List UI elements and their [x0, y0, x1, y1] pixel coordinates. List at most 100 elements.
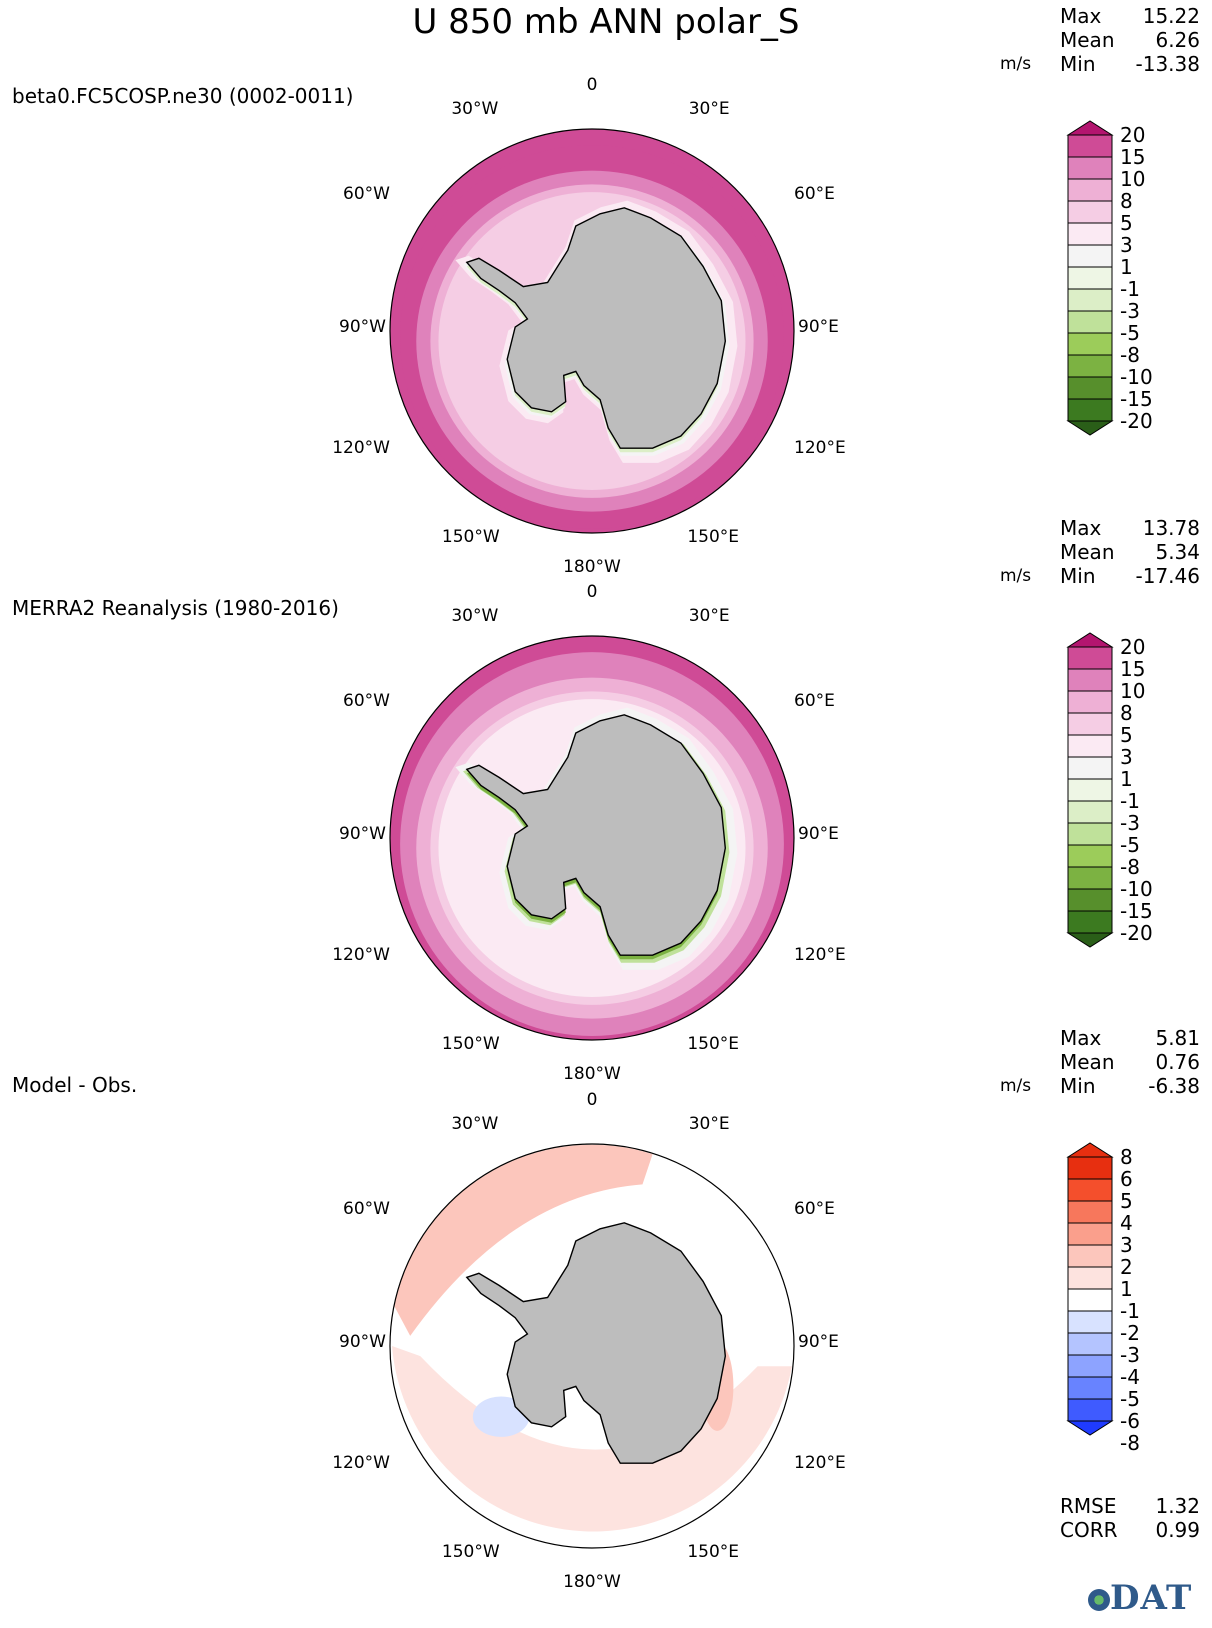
colorbar-2-swatch	[1067, 1332, 1113, 1356]
colorbar-2-tick-label: 1	[1120, 1277, 1133, 1301]
panel-model-min: -13.38	[1135, 52, 1200, 76]
colorbar-1-swatch	[1067, 690, 1113, 714]
colorbar-0-swatch	[1067, 354, 1113, 378]
map-0-lon-label-r30: 30°E	[688, 98, 730, 119]
colorbar-2-tick-label: 6	[1120, 1167, 1133, 1191]
colorbar-1-tick-label: -1	[1120, 789, 1140, 813]
map-2-lon-label-l30: 30°W	[451, 1113, 499, 1134]
rmse-label: RMSE	[1060, 1494, 1117, 1518]
colorbar-1-tick-label: -15	[1120, 899, 1153, 923]
colorbar-1-tick-label: 8	[1120, 701, 1133, 725]
map-2-pos-band-south	[392, 1346, 792, 1532]
colorbar-2-tick-label: -5	[1120, 1387, 1140, 1411]
colorbar-0-tick-label: -5	[1120, 321, 1140, 345]
colorbar-1-swatch	[1067, 888, 1113, 912]
map-1-lon-label-r30: 30°E	[688, 605, 730, 626]
colorbar-1-tick-label: -20	[1120, 921, 1153, 945]
colorbar-0-swatch	[1067, 288, 1113, 312]
map-2-lon-label-bottom: 180°W	[563, 1572, 621, 1593]
colorbar-2-arrow-top	[1066, 1142, 1114, 1158]
colorbar-2-swatch	[1067, 1266, 1113, 1290]
colorbar-0-tick-label: -1	[1120, 277, 1140, 301]
colorbar-1-tick-label: 5	[1120, 723, 1133, 747]
colorbar-2-tick-label: -8	[1120, 1431, 1140, 1455]
colorbar-2-tick-label: -4	[1120, 1365, 1140, 1389]
colorbar-1-arrow-top	[1066, 632, 1114, 648]
colorbar-2-tick-label: 5	[1120, 1189, 1133, 1213]
map-2-lon-label-l90: 90°W	[339, 1331, 386, 1352]
page-title: U 850 mb ANN polar_S	[412, 2, 800, 42]
colorbar-1-tick-label: 1	[1120, 767, 1133, 791]
colorbar-0-swatch	[1067, 376, 1113, 400]
colorbar-2-swatch	[1067, 1178, 1113, 1202]
panel-model-mean-label: Mean	[1060, 28, 1115, 52]
colorbar-2-arrow-bottom	[1066, 1420, 1114, 1436]
colorbar-1-tick-label: 10	[1120, 679, 1146, 703]
colorbar-2-tick-label: -3	[1120, 1343, 1140, 1367]
colorbar-0-tick-label: -15	[1120, 387, 1153, 411]
colorbar-2-swatch	[1067, 1398, 1113, 1422]
colorbar-2	[1066, 1142, 1114, 1436]
colorbar-2-swatch	[1067, 1288, 1113, 1312]
colorbar-2-swatch	[1067, 1200, 1113, 1224]
colorbar-0-swatch	[1067, 134, 1113, 158]
map-1-lon-label-l60: 60°W	[343, 690, 390, 711]
map-1-lon-label-l90: 90°W	[339, 823, 386, 844]
map-2-lon-label-r150: 150°E	[687, 1542, 740, 1563]
corr-value: 0.99	[1155, 1518, 1200, 1542]
colorbar-0-tick-label: -20	[1120, 409, 1153, 433]
panel-model-min-label: Min	[1060, 52, 1096, 76]
colorbar-0-swatch	[1067, 332, 1113, 356]
map-2-lon-label-r60: 60°E	[794, 1198, 835, 1219]
colorbar-0	[1066, 120, 1114, 436]
colorbar-1-swatch	[1067, 778, 1113, 802]
colorbar-1-swatch	[1067, 822, 1113, 846]
colorbar-1	[1066, 632, 1114, 948]
colorbar-0-tick-label: 10	[1120, 167, 1146, 191]
map-0-lon-label-r90: 90°E	[798, 316, 839, 337]
panel-obs-min-label: Min	[1060, 564, 1096, 588]
map-2-antarctica	[465, 1222, 727, 1464]
colorbar-1-tick-label: 15	[1120, 657, 1146, 681]
colorbar-0-arrow-top	[1066, 120, 1114, 136]
colorbar-0-tick-label: -3	[1120, 299, 1140, 323]
colorbar-2-tick-label: 4	[1120, 1211, 1133, 1235]
panel-obs-title: MERRA2 Reanalysis (1980-2016)	[12, 596, 339, 620]
corr-label: CORR	[1060, 1518, 1118, 1542]
panel-diff-max: 5.81	[1155, 1026, 1200, 1050]
colorbar-1-tick-label: 20	[1120, 635, 1146, 659]
panel-diff-units: m/s	[1000, 1076, 1032, 1096]
colorbar-2-tick-label: -2	[1120, 1321, 1140, 1345]
map-0-lon-label-r120: 120°E	[794, 438, 846, 459]
map-2-lon-label-r30: 30°E	[688, 1113, 730, 1134]
colorbar-2-tick-label: 2	[1120, 1255, 1133, 1279]
map-2-lon-label-l120: 120°W	[332, 1453, 390, 1474]
colorbar-1-tick-label: -3	[1120, 811, 1140, 835]
colorbar-2-tick-label: -1	[1120, 1299, 1140, 1323]
colorbar-0-swatch	[1067, 266, 1113, 290]
panel-obs-max-label: Max	[1060, 516, 1102, 540]
colorbar-1-swatch	[1067, 646, 1113, 670]
colorbar-1-arrow-bottom	[1066, 932, 1114, 948]
cdat-logo: DAT	[1088, 1578, 1192, 1618]
colorbar-2-swatch	[1067, 1244, 1113, 1268]
colorbar-0-tick-label: 20	[1120, 123, 1146, 147]
colorbar-0-arrow-bottom	[1066, 420, 1114, 436]
map-1-lon-label-bottom: 180°W	[563, 1064, 621, 1085]
colorbar-0-tick-label: 3	[1120, 233, 1133, 257]
colorbar-1-tick-label: 3	[1120, 745, 1133, 769]
map-1-lon-label-r120: 120°E	[794, 945, 846, 966]
panel-model-mean: 6.26	[1155, 28, 1200, 52]
map-0-lon-label-l30: 30°W	[451, 98, 499, 119]
map-1-border	[389, 635, 795, 1041]
map-0-lon-label-l60: 60°W	[343, 183, 390, 204]
map-1-lon-label-l120: 120°W	[332, 945, 390, 966]
colorbar-1-swatch	[1067, 844, 1113, 868]
map-0-border	[389, 128, 795, 534]
panel-model-max-label: Max	[1060, 4, 1102, 28]
colorbar-1-swatch	[1067, 668, 1113, 692]
panel-model-max: 15.22	[1142, 4, 1200, 28]
colorbar-1-swatch	[1067, 800, 1113, 824]
map-2-pos-band-north	[394, 1144, 653, 1336]
